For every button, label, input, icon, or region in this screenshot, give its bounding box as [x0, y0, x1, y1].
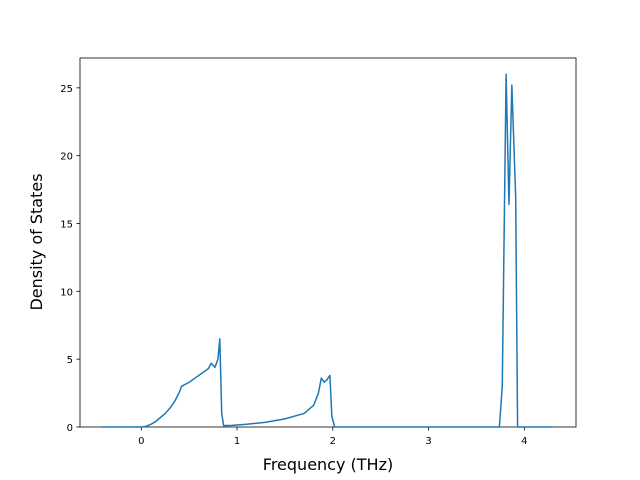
x-tick-label: 1: [234, 436, 240, 447]
y-tick-label: 0: [67, 423, 73, 434]
y-tick-label: 20: [60, 152, 73, 163]
y-axis-label: Density of States: [27, 173, 46, 310]
x-tick-label: 0: [138, 436, 144, 447]
y-tick-label: 10: [60, 287, 73, 298]
axes-frame: [79, 57, 577, 428]
y-tick-label: 5: [67, 355, 73, 366]
x-tick-label: 3: [425, 436, 431, 447]
data-line: [102, 73, 554, 428]
x-axis-label: Frequency (THz): [263, 455, 393, 474]
x-tick-label: 4: [521, 436, 527, 447]
y-tick-label: 15: [60, 220, 73, 231]
y-tick-label: 25: [60, 84, 73, 95]
x-tick-label: 2: [330, 436, 336, 447]
